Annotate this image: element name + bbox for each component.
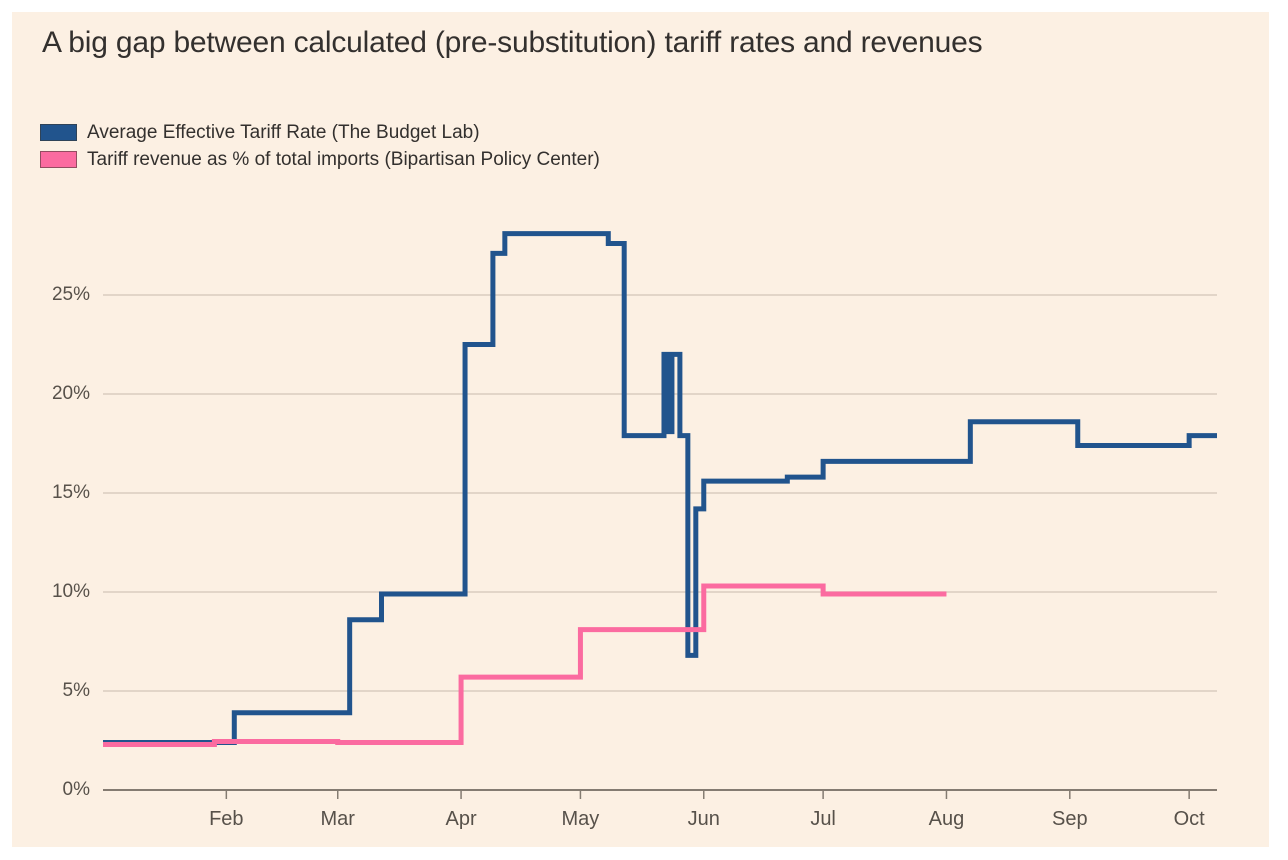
chart-card-background <box>12 12 1269 847</box>
x-axis-label: Aug <box>928 808 965 830</box>
x-axis-label: Feb <box>209 808 244 830</box>
legend: Average Effective Tariff Rate (The Budge… <box>40 119 600 173</box>
y-axis-label: 10% <box>51 581 90 602</box>
x-axis-label: Sep <box>1051 808 1088 830</box>
y-axis-label: 5% <box>62 680 90 701</box>
chart-title: A big gap between calculated (pre-substi… <box>42 26 983 59</box>
legend-item-tariff-revenue: Tariff revenue as % of total imports (Bi… <box>40 146 600 173</box>
x-axis-label: Jul <box>810 808 836 830</box>
y-axis-label: 15% <box>51 482 90 503</box>
legend-label-tariff-revenue: Tariff revenue as % of total imports (Bi… <box>87 148 600 170</box>
y-axis-label: 25% <box>51 284 90 305</box>
legend-item-tariff-rate: Average Effective Tariff Rate (The Budge… <box>40 119 600 146</box>
tariff-rate-series-line <box>103 231 1217 745</box>
x-axis-label: May <box>561 808 600 830</box>
y-axis-label: 0% <box>62 779 90 800</box>
x-axis-label: Mar <box>320 808 355 830</box>
tariff-rate-swatch-icon <box>40 124 77 141</box>
x-axis-label: Apr <box>445 808 477 830</box>
tariff-revenue-series-line <box>103 583 947 747</box>
x-axis-label: Oct <box>1173 808 1205 830</box>
legend-label-tariff-rate: Average Effective Tariff Rate (The Budge… <box>87 121 480 143</box>
x-axis-label: Jun <box>687 808 720 830</box>
tariff-revenue-swatch-icon <box>40 151 77 168</box>
y-axis-label: 20% <box>51 383 90 404</box>
